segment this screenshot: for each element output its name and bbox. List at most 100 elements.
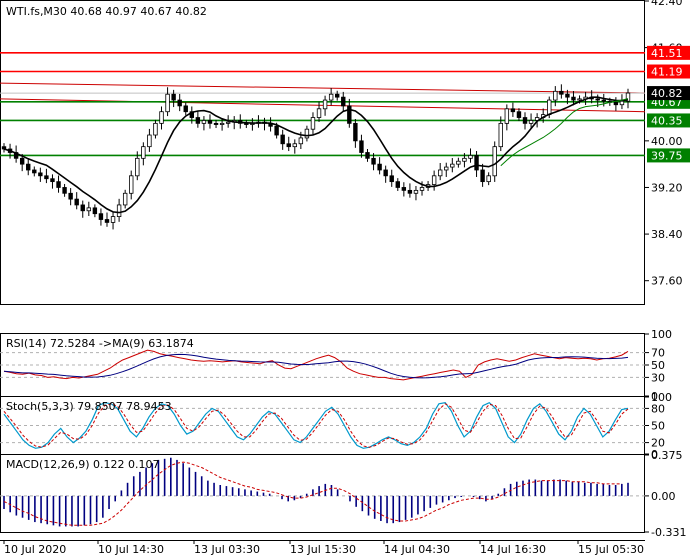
candle bbox=[504, 104, 510, 131]
price-level-label-box bbox=[647, 64, 690, 79]
rsi-axis-tick-label: 100 bbox=[651, 328, 672, 341]
macd-panel-title: MACD(12,26,9) 0.122 0.107 bbox=[6, 458, 160, 471]
candle bbox=[528, 113, 534, 128]
candle bbox=[153, 119, 158, 139]
price-level-label: 40.35 bbox=[651, 114, 683, 127]
candle bbox=[437, 162, 443, 181]
candle bbox=[38, 167, 43, 182]
stoch-axis-tick-label: 80 bbox=[651, 402, 665, 415]
candle bbox=[44, 168, 49, 184]
stoch-layer bbox=[0, 401, 645, 449]
candle bbox=[129, 170, 134, 200]
candle bbox=[135, 151, 140, 181]
candle bbox=[383, 165, 388, 183]
candle bbox=[74, 192, 79, 210]
candle bbox=[322, 95, 328, 116]
candle bbox=[401, 182, 407, 197]
candle bbox=[165, 87, 170, 117]
macd-axis-tick-label: 0.00 bbox=[651, 490, 676, 503]
price-level-label: 39.75 bbox=[651, 149, 683, 162]
candle bbox=[183, 102, 188, 116]
rsi-axis-tick-label: 30 bbox=[651, 371, 665, 384]
candle bbox=[62, 183, 67, 197]
candle bbox=[474, 151, 479, 177]
price-level-label-box bbox=[647, 148, 690, 163]
candle bbox=[207, 114, 213, 129]
candle bbox=[68, 188, 73, 206]
candle bbox=[480, 163, 485, 187]
candle bbox=[310, 112, 316, 136]
candle bbox=[444, 162, 449, 177]
candle bbox=[389, 169, 394, 187]
candle bbox=[559, 84, 564, 99]
price-axis-tick-label: 39.20 bbox=[651, 181, 683, 194]
time-axis-label: 15 Jul 05:30 bbox=[578, 543, 644, 556]
candle bbox=[98, 208, 104, 226]
candle bbox=[431, 170, 437, 191]
candle bbox=[510, 102, 516, 117]
candle bbox=[498, 116, 503, 152]
rsi-layer bbox=[0, 349, 645, 381]
candle bbox=[347, 98, 352, 128]
macd-signal-line bbox=[3, 461, 622, 526]
candle bbox=[353, 118, 358, 148]
candle bbox=[32, 166, 37, 177]
stoch-signal-line bbox=[3, 403, 629, 448]
candle bbox=[456, 157, 461, 168]
macd-layer bbox=[0, 457, 645, 527]
stoch-panel-title: Stoch(5,3,3) 79.8507 78.9453 bbox=[6, 400, 172, 413]
candle bbox=[395, 178, 400, 191]
price-layer bbox=[0, 52, 646, 230]
candle bbox=[50, 174, 55, 189]
candle bbox=[335, 90, 340, 101]
time-axis-label: 13 Jul 03:30 bbox=[194, 543, 260, 556]
rsi-line bbox=[3, 349, 629, 381]
macd-axis-tick-label: -0.331 bbox=[651, 526, 686, 539]
candle bbox=[413, 186, 419, 201]
candle bbox=[219, 118, 225, 131]
time-axis-label: 10 Jul 14:30 bbox=[98, 543, 164, 556]
candle bbox=[468, 148, 473, 163]
candle bbox=[238, 114, 243, 129]
stoch-axis-tick-label: 20 bbox=[651, 437, 665, 450]
candle bbox=[341, 91, 346, 113]
resistance-trendline bbox=[0, 82, 646, 94]
candle bbox=[80, 200, 85, 218]
candle bbox=[104, 212, 110, 227]
price-axis-tick-label: 40.00 bbox=[651, 135, 683, 148]
candle bbox=[122, 189, 128, 209]
candle bbox=[159, 106, 164, 130]
current-price-label: 40.82 bbox=[651, 87, 683, 100]
candle bbox=[619, 94, 625, 110]
candle bbox=[116, 198, 122, 222]
candle bbox=[492, 141, 497, 182]
candle bbox=[328, 88, 334, 106]
candle bbox=[365, 149, 370, 162]
stoch-axis-tick-label: 50 bbox=[651, 420, 665, 433]
candle bbox=[371, 153, 376, 171]
candle bbox=[141, 142, 146, 166]
candle bbox=[462, 153, 467, 168]
candle bbox=[377, 157, 382, 175]
axis-layer: 42.4041.6040.0039.2038.4037.6041.5141.19… bbox=[3, 0, 690, 556]
time-axis-label: 14 Jul 16:30 bbox=[480, 543, 546, 556]
macd-panel-frame bbox=[0, 454, 645, 533]
candle bbox=[201, 116, 207, 131]
price-axis-tick-label: 38.40 bbox=[651, 228, 683, 241]
stoch-main-line bbox=[3, 401, 629, 449]
candle bbox=[565, 89, 570, 105]
candle bbox=[147, 128, 152, 152]
price-level-label-box bbox=[647, 113, 690, 128]
stoch-axis-tick-label: 100 bbox=[651, 391, 672, 404]
candle bbox=[171, 89, 176, 108]
candle bbox=[571, 91, 576, 106]
candle bbox=[268, 117, 273, 132]
rsi-axis-tick-label: 70 bbox=[651, 347, 665, 360]
candle bbox=[359, 134, 364, 158]
candle bbox=[56, 175, 61, 193]
candle bbox=[213, 119, 219, 129]
price-level-label: 41.51 bbox=[651, 47, 683, 60]
candle bbox=[522, 112, 528, 130]
